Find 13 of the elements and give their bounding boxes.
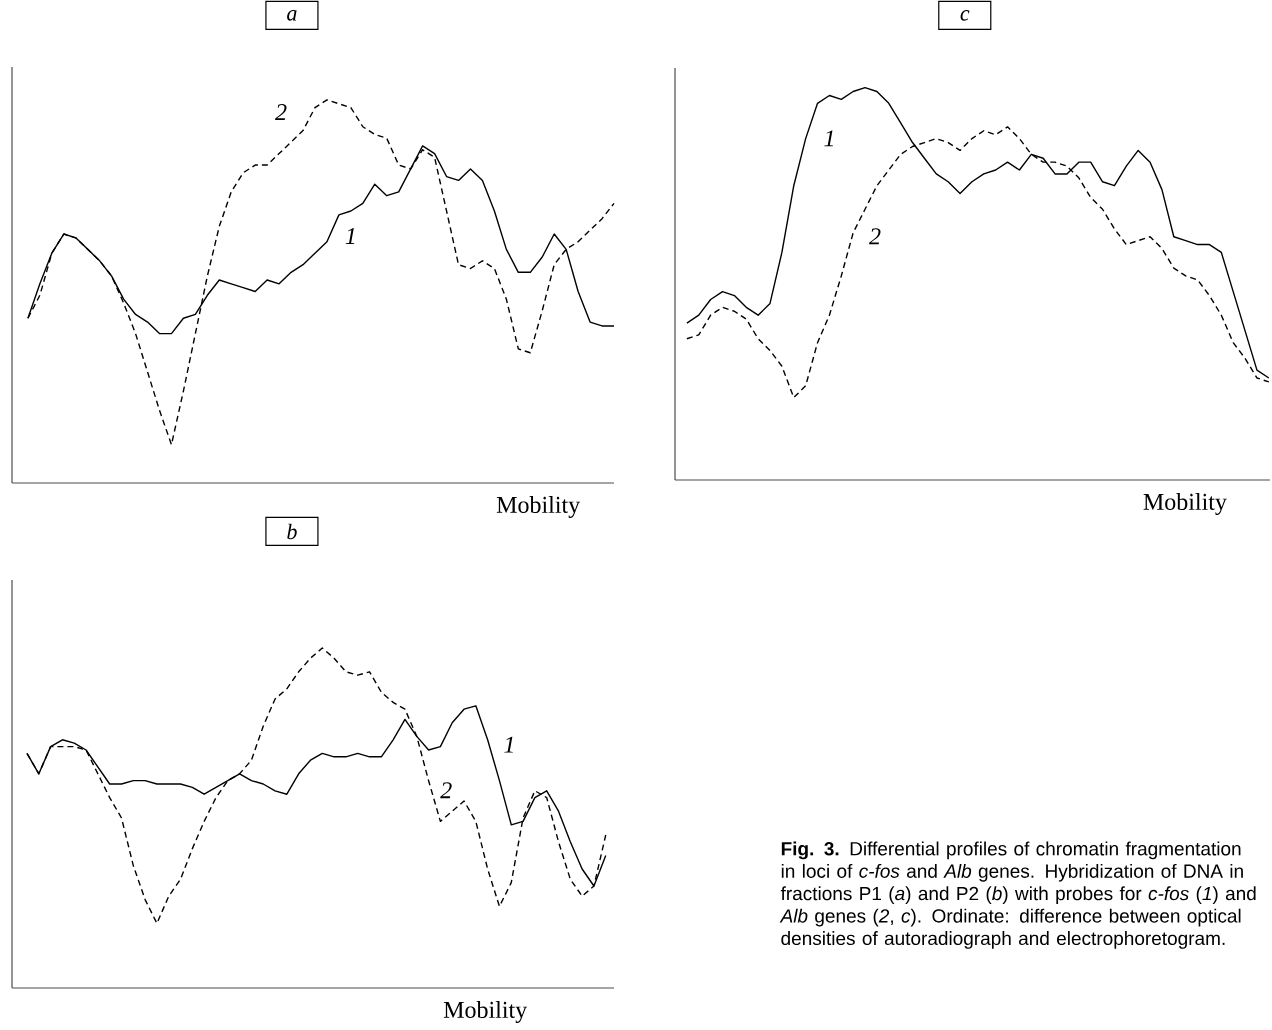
series-label: 1: [824, 130, 833, 147]
series-label: 2: [869, 228, 881, 245]
series-label: 1: [504, 736, 513, 753]
chart-title: b: [287, 523, 297, 540]
series-label: 2: [275, 104, 287, 121]
x-axis-title: Mobility: [443, 1001, 528, 1023]
series-label: 2: [440, 782, 452, 799]
series-label: 1: [345, 228, 355, 244]
chart-title: c: [960, 10, 970, 21]
x-axis-title: Mobility: [496, 496, 581, 518]
x-axis-title: Mobility: [1143, 493, 1227, 515]
chart-title: a: [287, 10, 297, 21]
text: Fig. 3. Differential profiles of chromatin fragmentation in loci of c-fos and Alb genes. Hybridization of DNA in fractions P1 (a) and P2 (b) with probes for c-fos (1) and Alb genes (2, c). Ordinate: difference between optical densities of autoradiograph and electrophoretogram.: [779, 841, 1256, 949]
